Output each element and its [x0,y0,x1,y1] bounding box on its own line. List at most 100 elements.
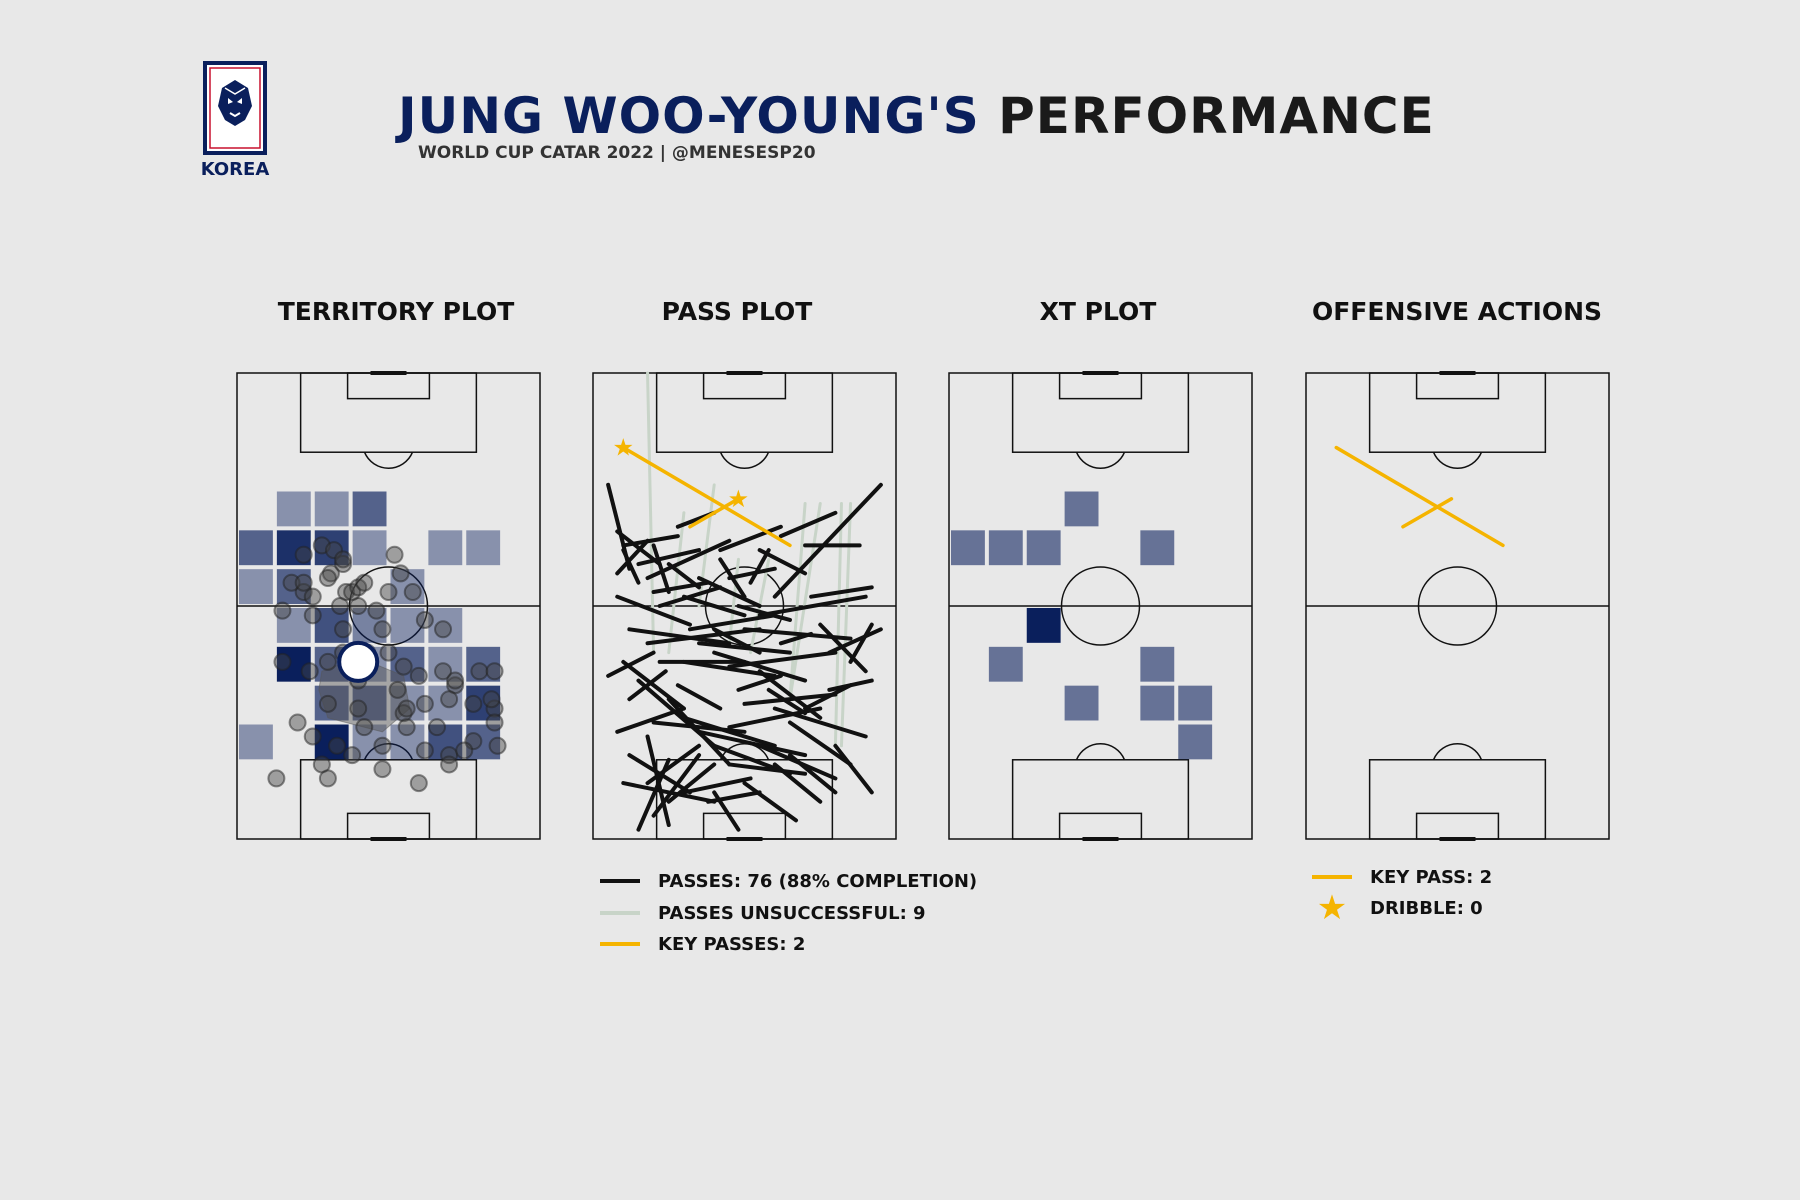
goal-box-bottom [1058,812,1143,840]
pass-complete [712,790,741,832]
key-pass-star: ★ [613,434,635,462]
penalty-arc-bottom [719,743,770,761]
pass-complete [681,715,777,748]
penalty-arc-bottom [1075,743,1126,761]
goal-box-bottom [1415,812,1500,840]
touch-point [334,555,353,574]
pass-complete [827,627,883,655]
penalty-arc-bottom [1432,743,1483,761]
heat-cell [1064,491,1099,527]
touch-point [288,713,307,732]
pass-complete [606,650,656,678]
touch-point [391,564,410,583]
pass-complete [621,659,686,711]
star-icon: ★ [1316,888,1348,928]
touch-point [385,545,404,564]
goal-box-bottom [346,812,431,840]
legend-passes-swatch [600,879,640,883]
pass-complete [621,534,680,548]
pass-unsuccessful [646,371,656,655]
pass-plot-marks: ★★ [606,371,883,832]
touch-point [303,587,322,606]
touch-point [294,545,313,564]
legend-passes: PASSES: 76 (88% COMPLETION) [600,867,977,895]
pass-complete [718,557,747,599]
touch-point [434,662,453,681]
touch-point [464,694,483,713]
touch-point [440,690,459,709]
heat-cell [352,530,387,566]
offensive-actions-title: OFFENSIVE ACTIONS [1312,297,1602,326]
heat-cell [1140,646,1175,682]
pass-complete [772,706,868,739]
penalty-box-top [1011,372,1190,453]
pitch-1 [592,371,897,841]
touch-point [397,699,416,718]
touch-point [379,583,398,602]
penalty-arc-top [719,451,770,469]
heat-cell [1178,685,1213,721]
pass-complete [727,762,808,776]
pass-complete [748,548,771,585]
pass-complete [645,627,762,646]
pass-complete [736,604,792,622]
touch-point [415,694,434,713]
pass-complete [736,673,783,692]
legend-key-passes-label: KEY PASSES: 2 [658,933,806,955]
touch-point [303,606,322,625]
heat-cell [988,530,1023,566]
touch-point [394,657,413,676]
touch-point [273,652,292,671]
touch-point [334,620,353,639]
pass-complete [706,790,762,804]
heat-cell [1026,608,1061,643]
goal-box-top [1058,372,1143,400]
pass-complete [742,781,799,823]
touch-point [282,573,301,592]
territory-plot-title: TERRITORY PLOT [278,297,515,326]
logo-text: KOREA [201,159,270,178]
penalty-box-bottom [1011,759,1190,840]
pass-complete [787,753,838,795]
touch-point [373,736,392,755]
pass-unsuccessful [697,483,716,608]
pass-complete [627,669,668,702]
penalty-box-top [299,372,478,453]
page-title: JUNG WOO-YOUNG'S PERFORMANCE [398,86,1435,146]
heat-cell [352,491,387,527]
touch-point [355,718,374,737]
penalty-arc-top [1432,451,1483,469]
heat-cell [988,646,1023,682]
legend-key-pass: KEY PASS: 2 [1312,863,1492,891]
pass-unsuccessful [788,501,822,701]
pass-complete [742,692,838,706]
touch-point [470,662,489,681]
pass-plot-title: PASS PLOT [662,297,813,326]
pitch-3 [1305,371,1610,841]
pass-complete [787,720,853,767]
pass-complete [687,613,777,632]
pass-complete [615,538,650,576]
heat-cell [314,491,349,527]
average-position-marker [337,640,380,683]
pass-complete [718,524,783,553]
heat-cell [1140,530,1175,566]
touch-point [455,741,474,760]
title-player: JUNG WOO-YOUNG'S [398,87,980,145]
pass-unsuccessful [667,511,686,655]
pass-complete [666,562,702,590]
pass-complete [675,683,723,711]
legend-dribble: ★ DRIBBLE: 0 [1312,888,1483,928]
xt-heatmap [951,491,1213,760]
pass-complete [778,631,814,646]
pitch-layer: ★★ [236,371,1610,841]
legend-unsuccessful-swatch [600,911,640,915]
subtitle: WORLD CUP CATAR 2022 | @MENESESP20 [418,143,816,163]
pass-complete [712,650,808,683]
touch-point [331,597,350,615]
pass-unsuccessful [727,557,740,645]
pass-complete [697,576,762,608]
touch-point [327,736,346,755]
touch-point [267,769,286,788]
pass-complete [651,580,711,595]
